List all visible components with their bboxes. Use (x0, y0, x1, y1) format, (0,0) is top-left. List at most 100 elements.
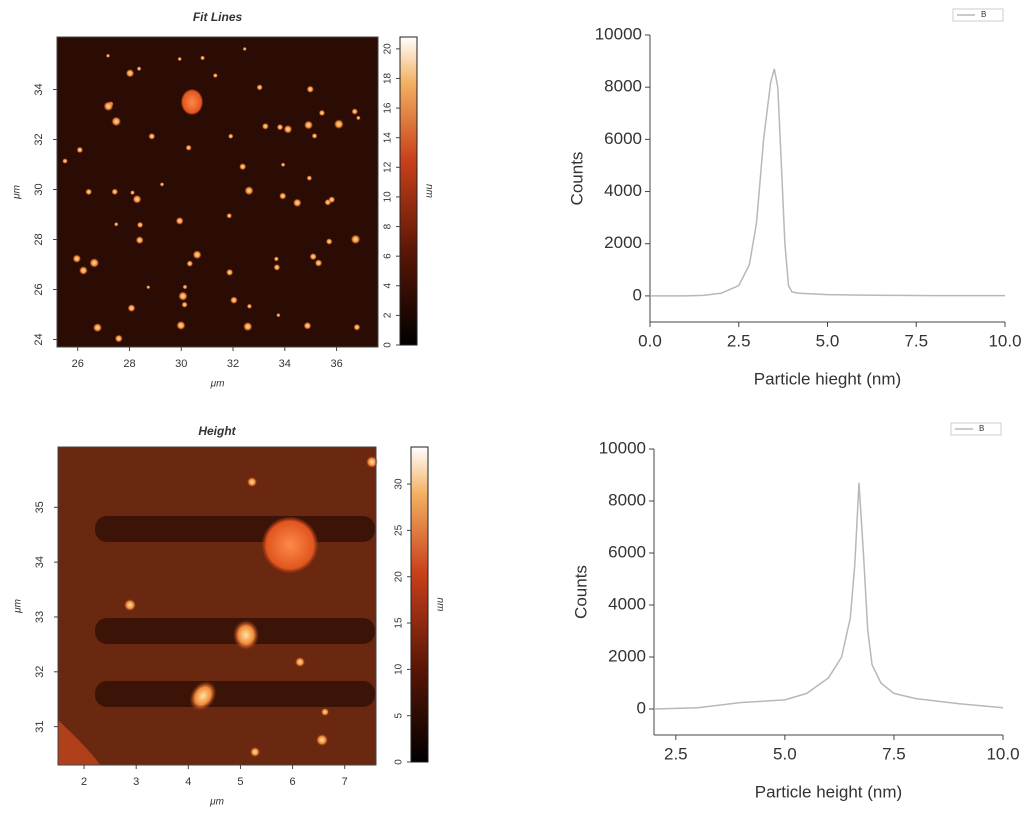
afm-particle (316, 734, 328, 746)
x-tick-label: 7.5 (904, 331, 928, 350)
afm-particle (366, 456, 378, 468)
x-axis-label: μm (210, 379, 225, 390)
afm-particle (295, 657, 305, 667)
colorbar-tick-label: 25 (394, 524, 405, 536)
afm-image (58, 447, 376, 765)
afm-streak (95, 516, 375, 542)
afm-particle (318, 109, 326, 117)
colorbar-label: nm (423, 184, 434, 198)
y-tick-label: 0 (637, 698, 646, 717)
data-line (650, 68, 1005, 297)
x-tick-label: 32 (227, 358, 239, 370)
colorbar-tick-label: 18 (383, 72, 394, 84)
x-tick-label: 7 (342, 776, 348, 788)
afm-particle (178, 291, 188, 301)
afm-particle (279, 192, 287, 200)
colorbar-tick-label: 15 (394, 617, 405, 629)
colorbar-tick-label: 14 (383, 132, 394, 144)
afm-particle (185, 144, 192, 151)
y-tick-label: 4000 (608, 594, 646, 613)
afm-corner (58, 720, 100, 765)
afm-particle (303, 321, 312, 330)
afm-particle (114, 334, 123, 343)
afm-particle (292, 198, 302, 208)
legend-label: B (981, 10, 986, 19)
afm-particle (148, 132, 156, 140)
afm-particle (262, 517, 318, 573)
afm-particle (230, 296, 238, 305)
legend-box (950, 422, 1002, 436)
afm-particle (276, 123, 284, 131)
afm-particle (85, 188, 93, 196)
y-tick-label: 33 (34, 611, 46, 623)
afm-particle (273, 263, 281, 271)
afm-particle (273, 256, 279, 262)
afm-particle (244, 186, 254, 196)
afm-particle (350, 234, 361, 245)
afm-particle (246, 303, 253, 309)
x-tick-label: 5.0 (816, 331, 840, 350)
afm-particle (243, 321, 253, 332)
afm-particle (181, 89, 203, 115)
afm-particle (159, 182, 165, 187)
afm-particle (192, 250, 202, 260)
x-tick-label: 34 (279, 358, 291, 370)
afm-particle (124, 599, 136, 611)
afm-particle (132, 194, 142, 204)
y-tick-label: 28 (33, 233, 45, 245)
legend-box (952, 8, 1004, 22)
y-tick-label: 26 (33, 283, 45, 295)
x-tick-label: 6 (290, 776, 296, 788)
y-tick-label: 24 (33, 333, 45, 345)
y-tick-label: 0 (633, 285, 642, 304)
afm-particle (247, 477, 257, 487)
afm-particle (136, 66, 142, 72)
afm-particle (226, 212, 233, 219)
afm-particle (242, 46, 247, 52)
colorbar-tick-label: 20 (394, 571, 405, 583)
afm-particle (226, 268, 234, 276)
afm-particle (261, 122, 269, 130)
colorbar (410, 446, 429, 763)
x-tick-label: 4 (185, 776, 191, 788)
y-axis-label: Counts (567, 152, 586, 206)
y-tick-label: 34 (33, 83, 45, 95)
colorbar-tick-label: 5 (394, 712, 405, 718)
colorbar-tick-label: 16 (383, 102, 394, 114)
x-tick-label: 28 (123, 358, 135, 370)
afm-particle (256, 84, 263, 91)
y-tick-label: 32 (33, 133, 45, 145)
afm-particle (186, 260, 194, 267)
afm-particle (175, 216, 184, 225)
afm-particle (303, 120, 314, 130)
y-tick-label: 10000 (599, 438, 646, 457)
afm-particle (328, 196, 336, 204)
afm-particle (239, 163, 247, 171)
x-tick-label: 0.0 (638, 331, 662, 350)
afm-particle (280, 162, 286, 168)
y-tick-label: 8000 (604, 77, 642, 96)
afm-particle (189, 681, 217, 711)
y-axis-label: μm (12, 185, 23, 200)
afm-particle (79, 266, 88, 275)
x-tick-label: 2.5 (727, 331, 751, 350)
afm-particle (127, 304, 136, 313)
afm-particle (306, 85, 314, 93)
y-tick-label: 8000 (608, 490, 646, 509)
y-tick-label: 6000 (604, 129, 642, 148)
afm-particle (125, 68, 135, 78)
afm-particle (321, 708, 329, 716)
y-tick-label: 2000 (604, 233, 642, 252)
colorbar-tick-label: 8 (383, 223, 394, 229)
colorbar-tick-label: 6 (383, 253, 394, 259)
afm-particle (177, 56, 182, 62)
x-axis-label: Particle height (nm) (755, 782, 902, 801)
y-tick-label: 35 (34, 501, 46, 513)
image-frame (56, 36, 379, 348)
x-tick-label: 5 (237, 776, 243, 788)
afm-particle (314, 259, 323, 267)
y-tick-label: 30 (33, 183, 45, 195)
data-line (653, 482, 1004, 710)
colorbar-tick-label: 30 (394, 478, 405, 490)
colorbar-tick-label: 2 (383, 312, 394, 318)
